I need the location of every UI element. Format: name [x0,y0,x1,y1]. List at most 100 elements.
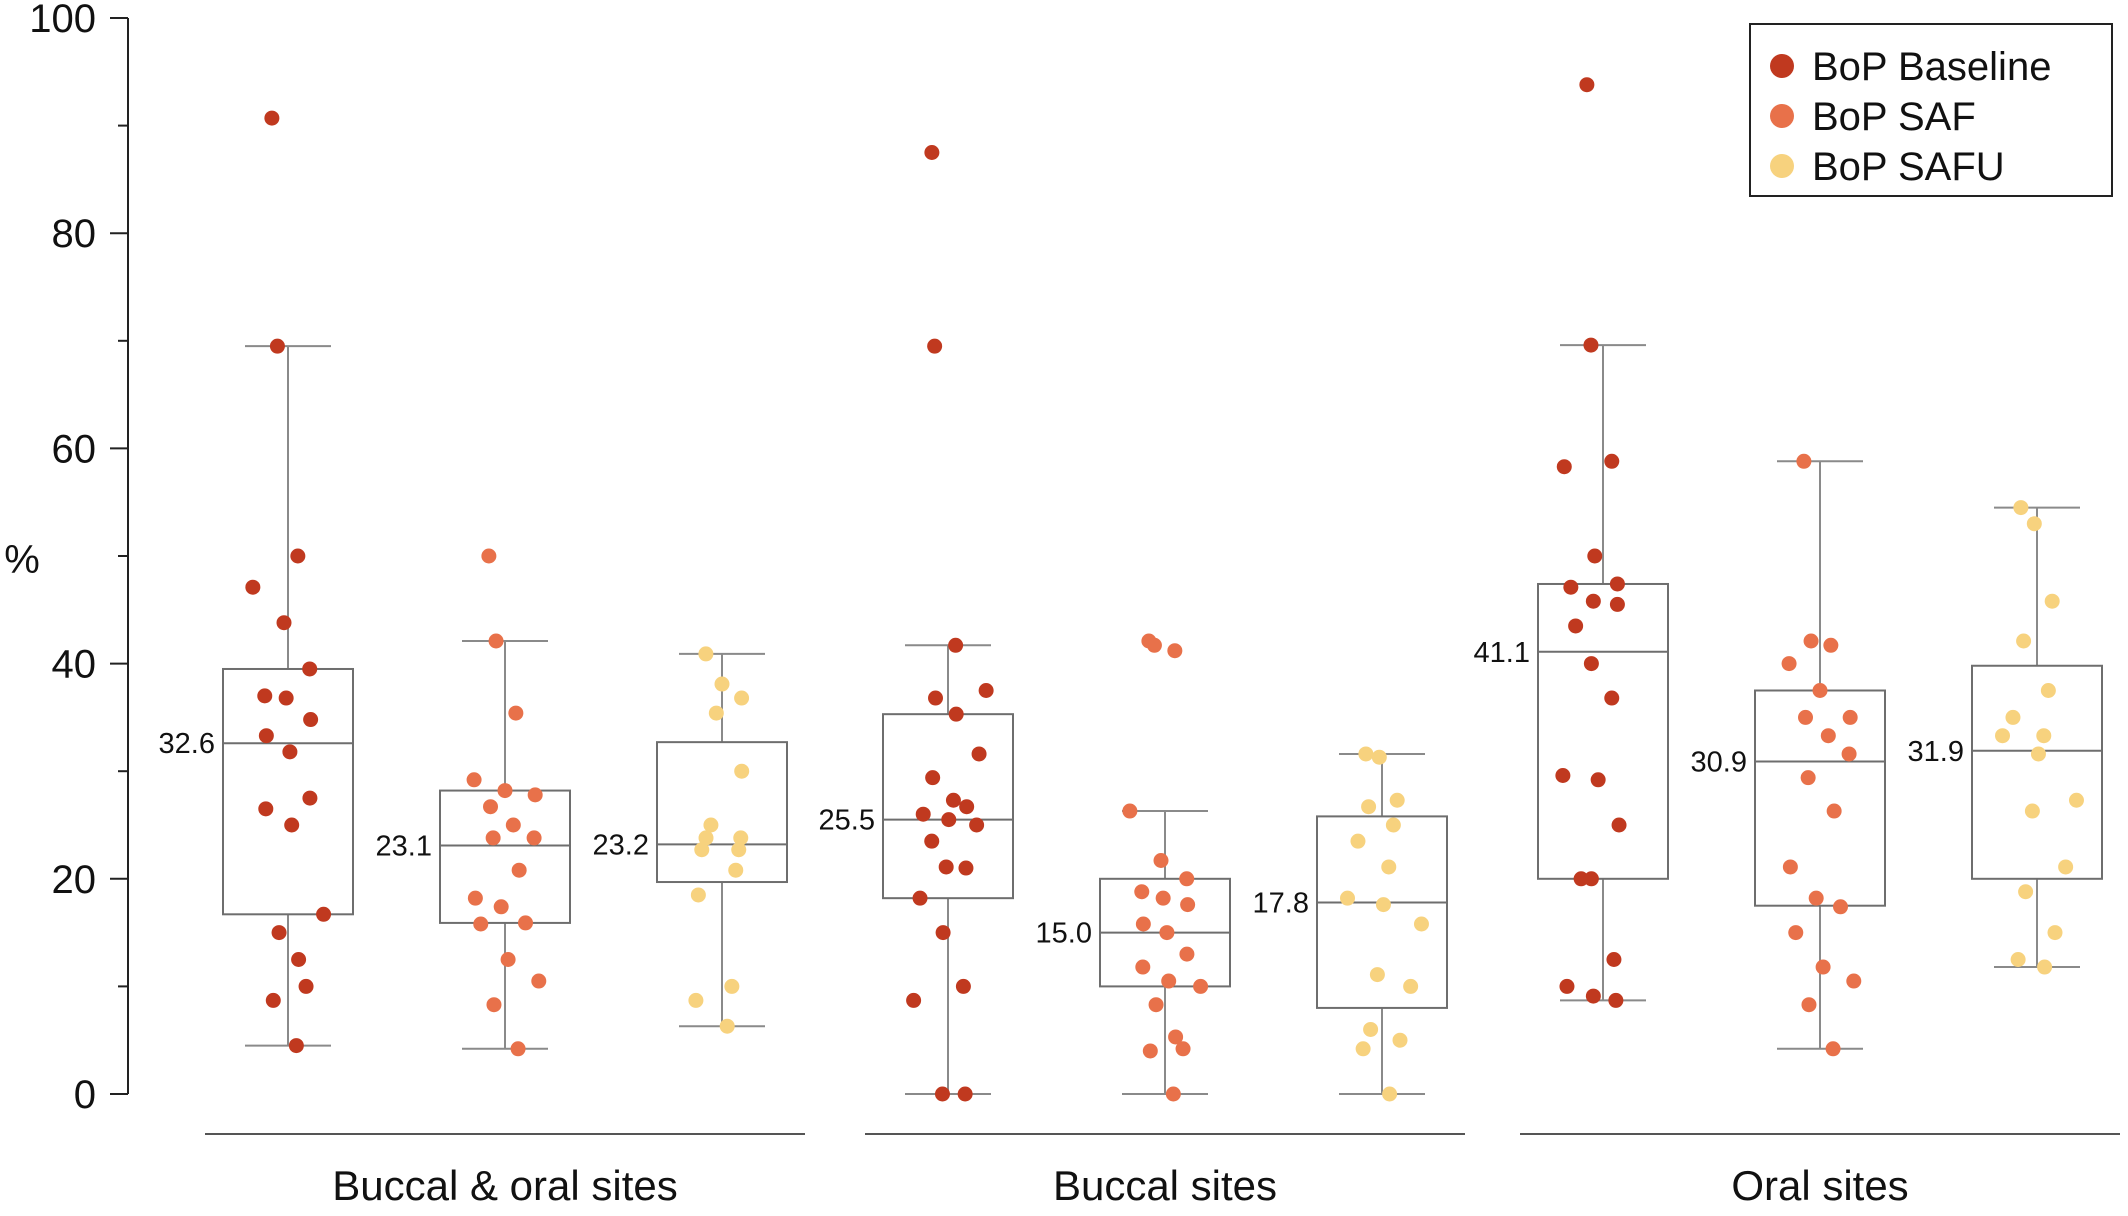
data-point [1800,770,1816,786]
data-point [690,887,706,903]
data-point [938,859,954,875]
median-label: 25.5 [819,805,875,837]
group-label: Oral sites [1731,1162,1908,1209]
data-point [2058,859,2074,875]
data-point [1159,925,1175,941]
data-point [488,633,504,649]
data-point [1604,690,1620,706]
box-1-1: 15.0 [1036,810,1231,1095]
data-point [2018,884,2034,900]
data-point [1135,916,1151,932]
data-point [1608,992,1624,1008]
data-point [1812,683,1828,698]
data-point [1842,709,1858,725]
data-point [969,817,985,833]
data-point [1611,817,1627,833]
data-point [2013,500,2029,516]
data-point [2026,516,2042,532]
data-point [925,770,941,786]
data-point [1585,593,1601,609]
y-axis: 0 20 40 60 80 100 [29,0,129,1117]
legend-marker [1770,104,1794,128]
data-point [2040,683,2056,698]
data-point [1161,973,1177,989]
data-point [733,830,749,846]
data-point [302,661,318,677]
data-point [1165,1086,1181,1102]
legend-frame [1749,23,2113,197]
data-point [291,952,307,967]
data-point [486,997,502,1013]
data-point [518,915,534,931]
data-point [1583,656,1599,672]
data-point [714,676,730,692]
data-point [269,338,285,354]
data-point [1403,978,1419,994]
box-0-0: 32.6 [159,345,354,1047]
box-2-0: 41.1 [1474,344,1669,1002]
data-point [1122,803,1138,819]
data-point [1825,1041,1841,1057]
data-point [1142,1043,1158,1059]
data-point [1583,871,1599,887]
iqr-box [222,667,354,916]
data-point [527,787,543,803]
data-point [724,978,740,994]
data-point [1389,792,1405,808]
data-point [1606,952,1622,967]
y-tick-label: 40 [52,643,97,687]
data-point [485,830,501,846]
data-point [245,579,261,595]
median-label: 41.1 [1474,637,1530,669]
data-point [303,712,319,728]
data-point [2037,959,2053,975]
data-point [508,705,524,721]
data-point [500,952,516,967]
data-point [2036,728,2052,744]
data-point [531,973,547,989]
data-point [703,817,719,833]
data-point [934,1086,950,1102]
y-tick-label: 100 [29,0,96,41]
data-point [1796,453,1812,469]
median-label: 15.0 [1036,918,1092,950]
data-point [1833,899,1849,915]
data-point [694,842,710,858]
data-point [719,1018,735,1034]
box-1-0: 25.5 [819,644,1014,1095]
iqr-box [1316,815,1448,1009]
data-point [467,890,483,906]
data-point [1146,637,1162,653]
data-point [265,992,281,1008]
data-point [927,338,943,354]
data-point [1583,337,1599,353]
data-point [1179,871,1195,887]
data-point [1815,959,1831,975]
data-point [924,833,940,849]
data-point [1798,709,1814,725]
data-point [483,799,499,815]
data-point [1168,1029,1184,1045]
data-point [1555,768,1571,784]
data-point [1340,890,1356,906]
data-point [466,772,482,788]
data-point [1375,897,1391,913]
data-point [1823,637,1839,653]
data-point [2005,709,2021,725]
group-label: Buccal & oral sites [332,1162,677,1209]
data-point [511,862,527,878]
data-point [493,899,509,915]
data-point [1559,978,1575,994]
data-point [1153,853,1169,869]
data-point [2010,952,2026,967]
data-point [1413,916,1429,932]
data-point [915,806,931,822]
data-point [698,830,714,846]
data-point [1846,973,1862,989]
data-point [1826,803,1842,819]
y-tick-label: 20 [52,858,97,902]
data-point [2024,803,2040,819]
median-label: 23.2 [593,829,649,861]
legend: BoP Baseline BoP SAF BoP SAFU [1749,23,2113,197]
data-point [510,1041,526,1057]
